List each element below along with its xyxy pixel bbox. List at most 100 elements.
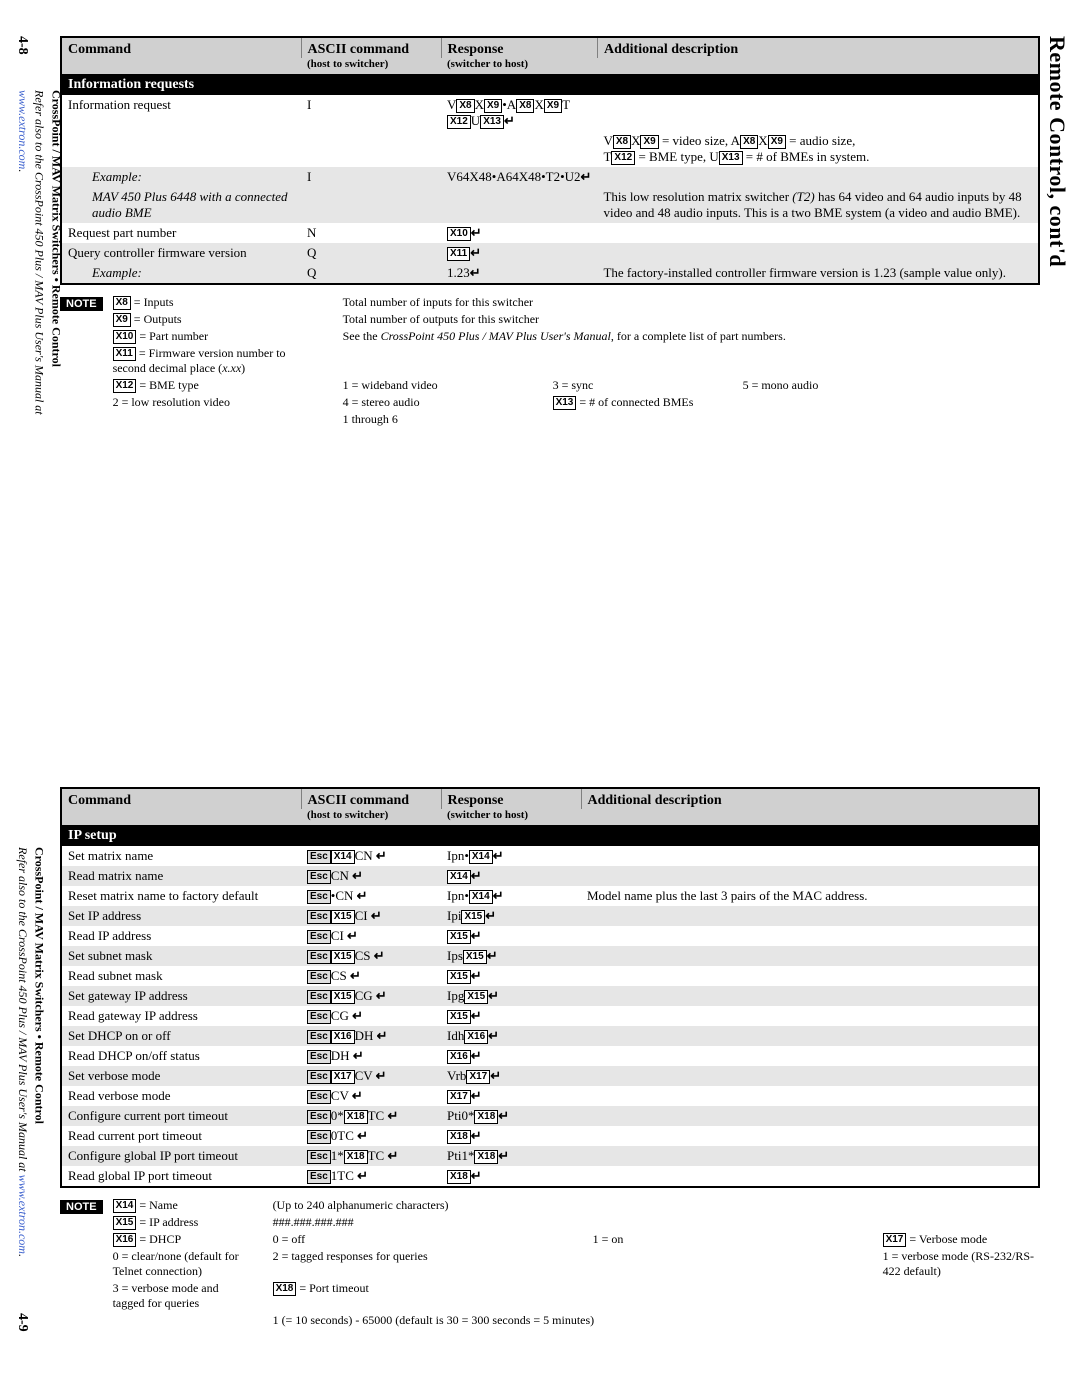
table-row: Read gateway IP addressEscCG X15 [61,1006,1039,1026]
note-val: 2 = tagged responses for queries [273,1249,563,1279]
cell-command: Set IP address [61,906,301,926]
note-badge: NOTE [60,1200,103,1214]
cell-response: X15 [441,1006,581,1026]
th-desc: Additional description [597,37,1039,58]
table-row: Example:Q1.23The factory-installed contr… [61,263,1039,284]
table-row: Read current port timeoutEsc0TC X18 [61,1126,1039,1146]
th-command: Command [61,37,301,58]
note-val: Total number of outputs for this switche… [343,312,1040,327]
cell-ascii: Esc•CN [301,886,441,906]
cell-description: This low resolution matrix switcher (T2)… [597,187,1039,223]
cell-description [597,95,1039,131]
cell-response: VX8XX9•AX8XX9TX12UX13 [441,95,597,131]
th-desc: Additional description [581,788,1039,809]
cell-description [597,167,1039,187]
cell-ascii: EscX16DH [301,1026,441,1046]
cell-response: Pti1*X18 [441,1146,581,1166]
table-row: Read IP addressEscCI X15 [61,926,1039,946]
side-text-link: www.extron.com [16,1175,30,1254]
cell-response: IpgX15 [441,986,581,1006]
cell-response: 1.23 [441,263,597,284]
note-val: 2 = low resolution video [113,395,313,410]
cell-command: Example: [61,167,301,187]
th-response: Response [441,788,581,809]
cell-response: X16 [441,1046,581,1066]
note-key [593,1249,853,1279]
cell-description [581,1006,1039,1026]
cell-ascii: EscX14CN [301,846,441,866]
th-ascii-sub: (host to switcher) [301,809,441,826]
cell-description [597,223,1039,243]
cell-command [61,131,301,167]
cell-response: IpsX15 [441,946,581,966]
note-val: 3 = sync [553,378,713,393]
table-row: Request part numberNX10 [61,223,1039,243]
note-grid-bottom: X14 = Name(Up to 240 alphanumeric charac… [113,1198,1040,1328]
side-text-link: www.extron.com [16,90,30,169]
table-row: Configure global IP port timeoutEsc1*X18… [61,1146,1039,1166]
table-row: Read global IP port timeoutEsc1TC X18 [61,1166,1039,1187]
note-key: X11 = Firmware version number to second … [113,346,313,376]
cell-ascii: EscCN [301,866,441,886]
cell-ascii: EscCI [301,926,441,946]
side-text: CrossPoint / MAV Matrix Switchers • Remo… [14,90,64,447]
cell-description: VX8XX9 = video size, AX8XX9 = audio size… [597,131,1039,167]
cell-ascii: Q [301,243,441,263]
cell-command: Configure current port timeout [61,1106,301,1126]
note-badge: NOTE [60,297,103,311]
note-val: 1 = on [593,1232,853,1247]
cell-ascii: I [301,95,441,131]
note-key: X17 = Verbose mode [883,1232,1040,1247]
side-text: CrossPoint / MAV Matrix Switchers • Remo… [14,847,48,1257]
cell-ascii: Q [301,263,441,284]
bottom-table-body: Set matrix nameEscX14CN Ipn•X14Read matr… [61,846,1039,1187]
cell-response: Pti0*X18 [441,1106,581,1126]
cell-command: Set verbose mode [61,1066,301,1086]
note-block-bottom: NOTE X14 = Name(Up to 240 alphanumeric c… [60,1198,1040,1328]
note-key: X9 = Outputs [113,312,313,327]
page-4-9: CrossPoint / MAV Matrix Switchers • Remo… [0,757,1080,1348]
cell-response: V64X48•A64X48•T2•U2 [441,167,597,187]
th-response: Response [441,37,597,58]
cell-description [581,1046,1039,1066]
cell-command: Read gateway IP address [61,1006,301,1026]
cell-response: IdhX16 [441,1026,581,1046]
cell-description [581,926,1039,946]
commands-table-bottom: Command ASCII command Response Additiona… [60,787,1040,1188]
table-row: Read DHCP on/off statusEscDH X16 [61,1046,1039,1066]
cell-response [441,187,597,223]
commands-table-top: Command ASCII command Response Additiona… [60,36,1040,285]
table-row: Example:IV64X48•A64X48•T2•U2 [61,167,1039,187]
note-val: 3 = verbose mode and tagged for queries [113,1281,243,1311]
note-key: X16 = DHCP [113,1232,243,1247]
note-val: Total number of inputs for this switcher [343,295,1040,310]
cell-ascii: EscX15CS [301,946,441,966]
side-text-bold: CrossPoint / MAV Matrix Switchers • Remo… [33,847,47,1124]
cell-response: VrbX17 [441,1066,581,1086]
note-val: 1 = wideband video [343,378,523,393]
table-row: Set gateway IP addressEscX15CG IpgX15 [61,986,1039,1006]
cell-response: X15 [441,966,581,986]
page-4-8: 4-8 Remote Control, cont'd CrossPoint / … [0,0,1080,447]
th-ascii: ASCII command [301,37,441,58]
cell-ascii: EscCS [301,966,441,986]
cell-ascii: Esc1*X18TC [301,1146,441,1166]
note-val: 5 = mono audio [743,378,893,393]
note-key: X8 = Inputs [113,295,313,310]
cell-description [581,1166,1039,1187]
cell-description [581,1146,1039,1166]
table-row: VX8XX9 = video size, AX8XX9 = audio size… [61,131,1039,167]
side-text-bold: CrossPoint / MAV Matrix Switchers • Remo… [49,90,63,367]
cell-command: Read DHCP on/off status [61,1046,301,1066]
note-block-top: NOTE X8 = Inputs Total number of inputs f… [60,295,1040,427]
table-row: Read matrix nameEscCN X14 [61,866,1039,886]
cell-ascii: Esc1TC [301,1166,441,1187]
cell-response: X10 [441,223,597,243]
note-val: See the CrossPoint 450 Plus / MAV Plus U… [343,329,1040,344]
note-key [923,378,1040,393]
cell-command: Read matrix name [61,866,301,886]
cell-ascii: EscX15CG [301,986,441,1006]
cell-response: Ipn•X14 [441,846,581,866]
cell-command: Set gateway IP address [61,986,301,1006]
cell-ascii: Esc0*X18TC [301,1106,441,1126]
